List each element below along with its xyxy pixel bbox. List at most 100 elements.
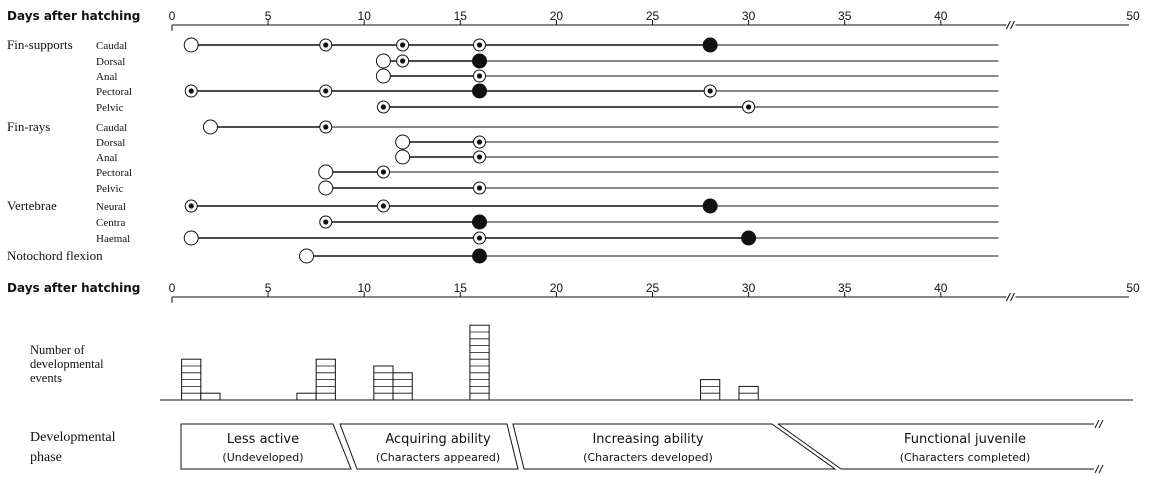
timeline-tick-label: 50 bbox=[1126, 9, 1140, 23]
event-marker-dot bbox=[400, 42, 406, 48]
event-marker-completed bbox=[472, 83, 488, 99]
phase-label: phase bbox=[30, 450, 62, 465]
event-marker-dot bbox=[188, 88, 194, 94]
bars-tick-label: 15 bbox=[454, 281, 468, 295]
row-label: Pelvic bbox=[96, 102, 124, 114]
event-marker-completed bbox=[472, 214, 488, 230]
phase-break bbox=[1094, 464, 1100, 474]
phase-subtitle: (Undeveloped) bbox=[222, 451, 303, 464]
bars-tick-label: 10 bbox=[358, 281, 372, 295]
bars-ylabel: events bbox=[30, 371, 62, 385]
timeline-axis-title: Days after hatching bbox=[7, 9, 140, 23]
row-label: Pectoral bbox=[96, 167, 132, 179]
group-label: Notochord flexion bbox=[7, 248, 103, 263]
phase-title: Acquiring ability bbox=[385, 432, 491, 447]
events-bar-chart: Days after hatching 0 5 10 15 20 25 30 35 40 50 Num… bbox=[7, 281, 1140, 401]
events-bar bbox=[200, 392, 221, 401]
timeline-axis-break bbox=[1006, 20, 1011, 30]
bars-axis-break bbox=[1006, 292, 1011, 302]
event-marker-dot bbox=[746, 104, 752, 110]
event-marker-dot bbox=[323, 88, 329, 94]
row-label: Neural bbox=[96, 201, 126, 213]
phase-title: Increasing ability bbox=[592, 432, 703, 447]
event-marker-dot bbox=[323, 124, 329, 130]
phase-box bbox=[512, 423, 837, 470]
event-marker-appeared bbox=[395, 134, 411, 150]
phase-subtitle: (Characters appeared) bbox=[376, 451, 500, 464]
group-label: Fin-supports bbox=[7, 37, 73, 52]
timeline-tick-label: 15 bbox=[454, 9, 468, 23]
event-marker-dot bbox=[476, 154, 483, 160]
event-marker-appeared bbox=[318, 164, 334, 180]
phase-break bbox=[1094, 419, 1100, 429]
phase-break bbox=[1098, 464, 1104, 474]
event-marker-appeared bbox=[395, 149, 411, 165]
timeline-tick-label: 40 bbox=[934, 9, 948, 23]
phase-subtitle: (Characters developed) bbox=[583, 451, 713, 464]
phase-subtitle: (Characters completed) bbox=[900, 451, 1030, 464]
phase-box-edge bbox=[777, 423, 842, 470]
row-label: Centra bbox=[96, 217, 125, 229]
bars-ylabel: developmental bbox=[30, 357, 104, 371]
phase-label: Developmental bbox=[30, 430, 116, 445]
event-marker-dot bbox=[476, 73, 483, 79]
bars-axis-break bbox=[1010, 292, 1015, 302]
row-label: Dorsal bbox=[96, 56, 125, 68]
timeline-tick-label: 20 bbox=[550, 9, 564, 23]
event-marker-dot bbox=[380, 203, 387, 209]
event-marker-completed bbox=[702, 37, 718, 53]
bars-tick-label: 25 bbox=[646, 281, 660, 295]
timeline-tick-label: 25 bbox=[646, 9, 660, 23]
phase-break bbox=[1098, 419, 1104, 429]
event-marker-dot bbox=[380, 104, 387, 110]
timeline-tick-label: 10 bbox=[358, 9, 372, 23]
event-marker-dot bbox=[707, 88, 713, 94]
event-marker-dot bbox=[400, 58, 406, 64]
bars-tick-label: 30 bbox=[742, 281, 756, 295]
timeline-tick-label: 0 bbox=[169, 9, 176, 23]
event-marker-appeared bbox=[183, 230, 199, 246]
bars-tick-label: 50 bbox=[1126, 281, 1140, 295]
bars-tick-label: 5 bbox=[265, 281, 272, 295]
row-label: Anal bbox=[96, 152, 117, 164]
bars-tick-label: 35 bbox=[838, 281, 852, 295]
event-marker-dot bbox=[476, 42, 483, 48]
phase-box bbox=[339, 423, 519, 470]
bars-ylabel: Number of bbox=[30, 343, 85, 357]
event-marker-completed bbox=[472, 248, 488, 264]
event-marker-completed bbox=[472, 53, 488, 69]
row-label: Caudal bbox=[96, 122, 127, 134]
events-bar bbox=[296, 392, 317, 401]
row-label: Caudal bbox=[96, 40, 127, 52]
event-marker-dot bbox=[476, 139, 483, 145]
events-bar bbox=[700, 379, 721, 401]
events-bar bbox=[373, 365, 394, 401]
event-marker-completed bbox=[702, 198, 718, 214]
timeline-tick-label: 35 bbox=[838, 9, 852, 23]
timeline-chart: Days after hatching 0 5 10 15 20 25 30 35 40 50 Fin… bbox=[7, 9, 1140, 264]
bars-axis-title: Days after hatching bbox=[7, 281, 140, 295]
timeline-axis-break bbox=[1010, 20, 1015, 30]
row-label: Anal bbox=[96, 71, 117, 83]
bars-tick-label: 0 bbox=[169, 281, 176, 295]
event-marker-dot bbox=[188, 203, 194, 209]
event-marker-appeared bbox=[183, 37, 199, 53]
event-marker-dot bbox=[380, 169, 387, 175]
row-label: Haemal bbox=[96, 233, 130, 245]
group-label: Fin-rays bbox=[7, 119, 50, 134]
event-marker-appeared bbox=[375, 68, 391, 84]
event-marker-dot bbox=[476, 235, 483, 241]
phase-box bbox=[180, 423, 352, 470]
events-bar bbox=[469, 324, 490, 401]
bars-tick-label: 20 bbox=[550, 281, 564, 295]
event-marker-dot bbox=[476, 185, 483, 191]
row-label: Pectoral bbox=[96, 86, 132, 98]
event-marker-appeared bbox=[202, 119, 218, 135]
bars-tick-label: 40 bbox=[934, 281, 948, 295]
phase-title: Less active bbox=[227, 432, 299, 447]
group-label: Vertebrae bbox=[7, 198, 57, 213]
row-label: Pelvic bbox=[96, 183, 124, 195]
event-marker-dot bbox=[323, 42, 329, 48]
timeline-tick-label: 30 bbox=[742, 9, 756, 23]
